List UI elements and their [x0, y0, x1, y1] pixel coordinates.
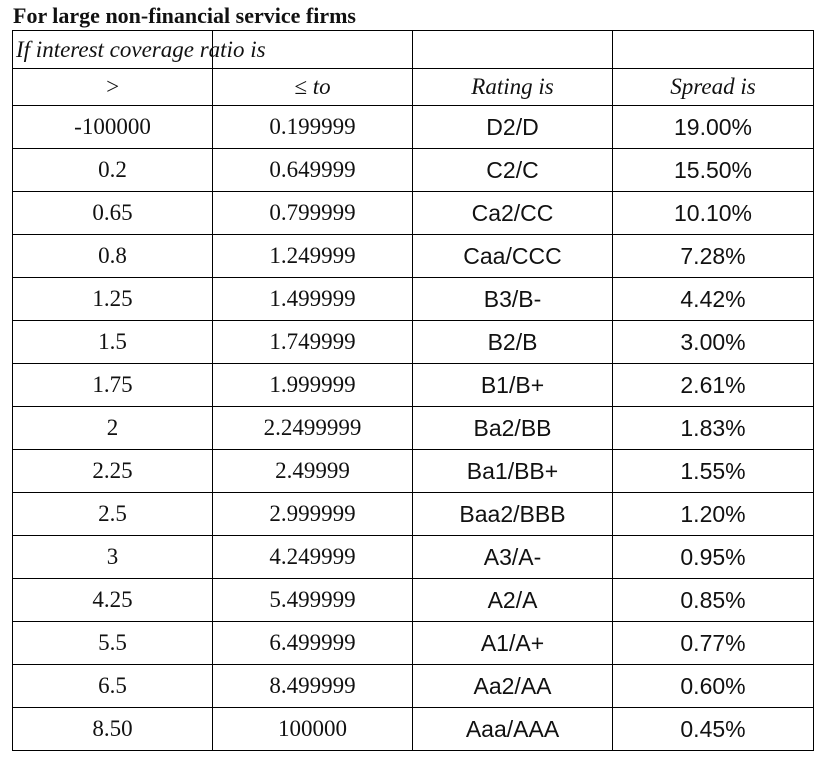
lower-bound-cell: 2 [12, 406, 213, 450]
table-row: 2.25 2.49999 Ba1/BB+ 1.55% [12, 449, 814, 493]
upper-bound-cell: 1.999999 [212, 363, 413, 407]
table-row: 1.25 1.499999 B3/B- 4.42% [12, 277, 814, 321]
lower-bound-cell: 6.5 [12, 664, 213, 708]
rating-cell: Ba1/BB+ [412, 449, 613, 493]
upper-bound-cell: 0.199999 [212, 105, 413, 149]
table-row: 0.65 0.799999 Ca2/CC 10.10% [12, 191, 814, 235]
header-spread: Spread is [612, 68, 814, 106]
table-row: -100000 0.199999 D2/D 19.00% [12, 105, 814, 149]
upper-bound-cell: 1.499999 [212, 277, 413, 321]
spread-cell: 0.77% [612, 621, 814, 665]
spread-cell: 0.95% [612, 535, 814, 579]
rating-cell: B1/B+ [412, 363, 613, 407]
rating-cell: B3/B- [412, 277, 613, 321]
lower-bound-cell: 2.25 [12, 449, 213, 493]
lower-bound-cell: -100000 [12, 105, 213, 149]
table-row: 2 2.2499999 Ba2/BB 1.83% [12, 406, 814, 450]
lower-bound-cell: 0.8 [12, 234, 213, 278]
spread-cell: 0.60% [612, 664, 814, 708]
upper-bound-cell: 2.49999 [212, 449, 413, 493]
header-greater-than: > [12, 68, 213, 106]
rating-cell: A2/A [412, 578, 613, 622]
rating-cell: Aa2/AA [412, 664, 613, 708]
spread-cell: 1.20% [612, 492, 814, 536]
rating-cell: Ca2/CC [412, 191, 613, 235]
rating-cell: A1/A+ [412, 621, 613, 665]
rating-cell: Baa2/BBB [412, 492, 613, 536]
rating-cell: Caa/CCC [412, 234, 613, 278]
lower-bound-cell: 1.75 [12, 363, 213, 407]
header-rating: Rating is [412, 68, 613, 106]
spread-cell: 4.42% [612, 277, 814, 321]
intro-row: If interest coverage ratio is [12, 30, 814, 69]
rating-cell: Ba2/BB [412, 406, 613, 450]
intro-empty-cell [412, 30, 613, 69]
spread-cell: 1.55% [612, 449, 814, 493]
lower-bound-cell: 4.25 [12, 578, 213, 622]
spread-cell: 15.50% [612, 148, 814, 192]
spread-cell: 10.10% [612, 191, 814, 235]
lower-bound-cell: 0.2 [12, 148, 213, 192]
table-row: 5.5 6.499999 A1/A+ 0.77% [12, 621, 814, 665]
lower-bound-cell: 8.50 [12, 707, 213, 751]
lower-bound-cell: 3 [12, 535, 213, 579]
lower-bound-cell: 1.25 [12, 277, 213, 321]
spread-cell: 1.83% [612, 406, 814, 450]
intro-empty-cell [612, 30, 814, 69]
spread-cell: 7.28% [612, 234, 814, 278]
header-less-equal: ≤ to [212, 68, 413, 106]
spread-cell: 0.85% [612, 578, 814, 622]
table-row: 1.5 1.749999 B2/B 3.00% [12, 320, 814, 364]
upper-bound-cell: 1.749999 [212, 320, 413, 364]
header-row: > ≤ to Rating is Spread is [12, 68, 814, 106]
upper-bound-cell: 100000 [212, 707, 413, 751]
upper-bound-cell: 2.999999 [212, 492, 413, 536]
rating-cell: A3/A- [412, 535, 613, 579]
upper-bound-cell: 0.799999 [212, 191, 413, 235]
table-row: 0.2 0.649999 C2/C 15.50% [12, 148, 814, 192]
table-row: 4.25 5.499999 A2/A 0.85% [12, 578, 814, 622]
lower-bound-cell: 2.5 [12, 492, 213, 536]
upper-bound-cell: 8.499999 [212, 664, 413, 708]
upper-bound-cell: 4.249999 [212, 535, 413, 579]
upper-bound-cell: 5.499999 [212, 578, 413, 622]
page-title: For large non-financial service firms [13, 3, 356, 28]
table-row: 1.75 1.999999 B1/B+ 2.61% [12, 363, 814, 407]
lower-bound-cell: 5.5 [12, 621, 213, 665]
spread-cell: 3.00% [612, 320, 814, 364]
rating-cell: C2/C [412, 148, 613, 192]
table-row: 0.8 1.249999 Caa/CCC 7.28% [12, 234, 814, 278]
spread-cell: 19.00% [612, 105, 814, 149]
rating-cell: Aaa/AAA [412, 707, 613, 751]
rating-spread-table: If interest coverage ratio is > ≤ to Rat… [12, 30, 814, 751]
upper-bound-cell: 0.649999 [212, 148, 413, 192]
spread-cell: 2.61% [612, 363, 814, 407]
intro-label: If interest coverage ratio is [12, 30, 266, 69]
table-row: 8.50 100000 Aaa/AAA 0.45% [12, 707, 814, 751]
lower-bound-cell: 0.65 [12, 191, 213, 235]
rating-cell: B2/B [412, 320, 613, 364]
table-row: 6.5 8.499999 Aa2/AA 0.60% [12, 664, 814, 708]
upper-bound-cell: 2.2499999 [212, 406, 413, 450]
rating-cell: D2/D [412, 105, 613, 149]
table-row: 3 4.249999 A3/A- 0.95% [12, 535, 814, 579]
table-row: 2.5 2.999999 Baa2/BBB 1.20% [12, 492, 814, 536]
spread-cell: 0.45% [612, 707, 814, 751]
lower-bound-cell: 1.5 [12, 320, 213, 364]
upper-bound-cell: 6.499999 [212, 621, 413, 665]
upper-bound-cell: 1.249999 [212, 234, 413, 278]
